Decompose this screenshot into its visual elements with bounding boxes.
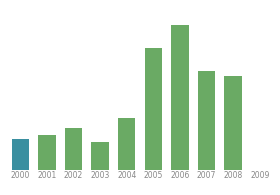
Bar [38,135,55,170]
Bar [145,48,162,170]
Bar [198,71,215,170]
Bar [225,76,242,170]
Bar [118,118,135,170]
Bar [92,142,109,170]
Bar [11,139,29,170]
Bar [65,128,82,170]
Bar [171,25,188,170]
